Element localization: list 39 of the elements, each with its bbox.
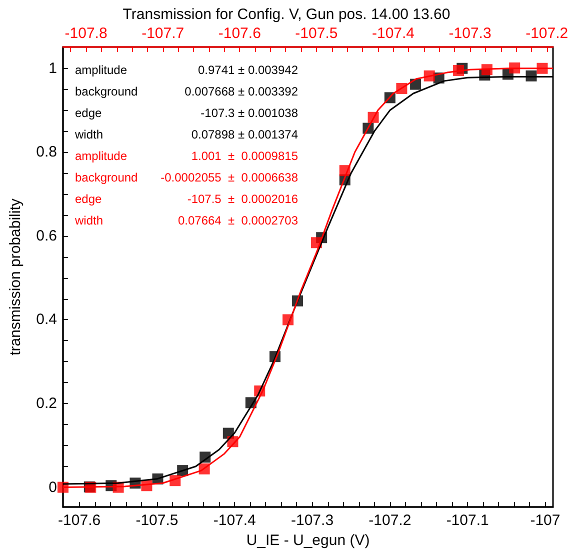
annotation: 0.07664 ± 0.0002703: [178, 214, 298, 228]
annotation: width: [74, 128, 104, 142]
x-tick-label: -107.4: [213, 512, 256, 529]
chart-title: Transmission for Config. V, Gun pos. 14.00 13.60: [122, 6, 450, 23]
x-tick-label: -107.3: [291, 512, 334, 529]
annotation: background: [75, 84, 138, 98]
annotation: edge: [75, 106, 102, 120]
y-tick-label: 0.8: [36, 144, 57, 161]
annotation: amplitude: [75, 63, 128, 77]
x2-tick-label: -107.3: [448, 25, 492, 42]
annotation: amplitude: [75, 149, 128, 163]
annotation: edge: [75, 192, 102, 206]
x-axis-title: U_IE - U_egun (V): [246, 532, 370, 549]
annotation: width: [74, 214, 104, 228]
x2-tick-label: -107.4: [372, 25, 415, 42]
x-tick-label: -107.5: [136, 512, 178, 529]
annotation: -0.0002055 ± 0.0006638: [160, 170, 298, 184]
annotation: 1.001 ± 0.0009815: [191, 149, 298, 163]
annotation: background: [75, 170, 138, 184]
annotation: 0.07898 ± 0.001374: [191, 128, 298, 142]
x-tick-label: -107: [530, 512, 560, 529]
annotation: -107.3 ± 0.001038: [200, 106, 298, 120]
y-tick-label: 0.4: [36, 311, 57, 328]
x2-tick-label: -107.6: [218, 25, 261, 42]
x2-tick-label: -107.2: [526, 25, 568, 42]
x2-tick-label: -107.8: [64, 25, 108, 42]
x2-tick-label: -107.7: [142, 25, 184, 42]
annotation: 0.007668 ± 0.003392: [184, 84, 298, 98]
annotation: 0.9741 ± 0.003942: [198, 63, 298, 77]
y-tick-label: 1: [48, 60, 57, 77]
annotation: -107.5 ± 0.0002016: [187, 192, 298, 206]
x-tick-label: -107.6: [58, 512, 101, 529]
y-tick-label: 0.6: [36, 227, 57, 244]
x-tick-label: -107.2: [368, 512, 412, 529]
y-tick-label: 0: [48, 478, 57, 496]
x-tick-label: -107.1: [446, 512, 489, 529]
y-axis-title: transmission probability: [7, 198, 24, 356]
y-tick-label: 0.2: [36, 395, 57, 412]
x2-tick-label: -107.5: [295, 25, 338, 42]
